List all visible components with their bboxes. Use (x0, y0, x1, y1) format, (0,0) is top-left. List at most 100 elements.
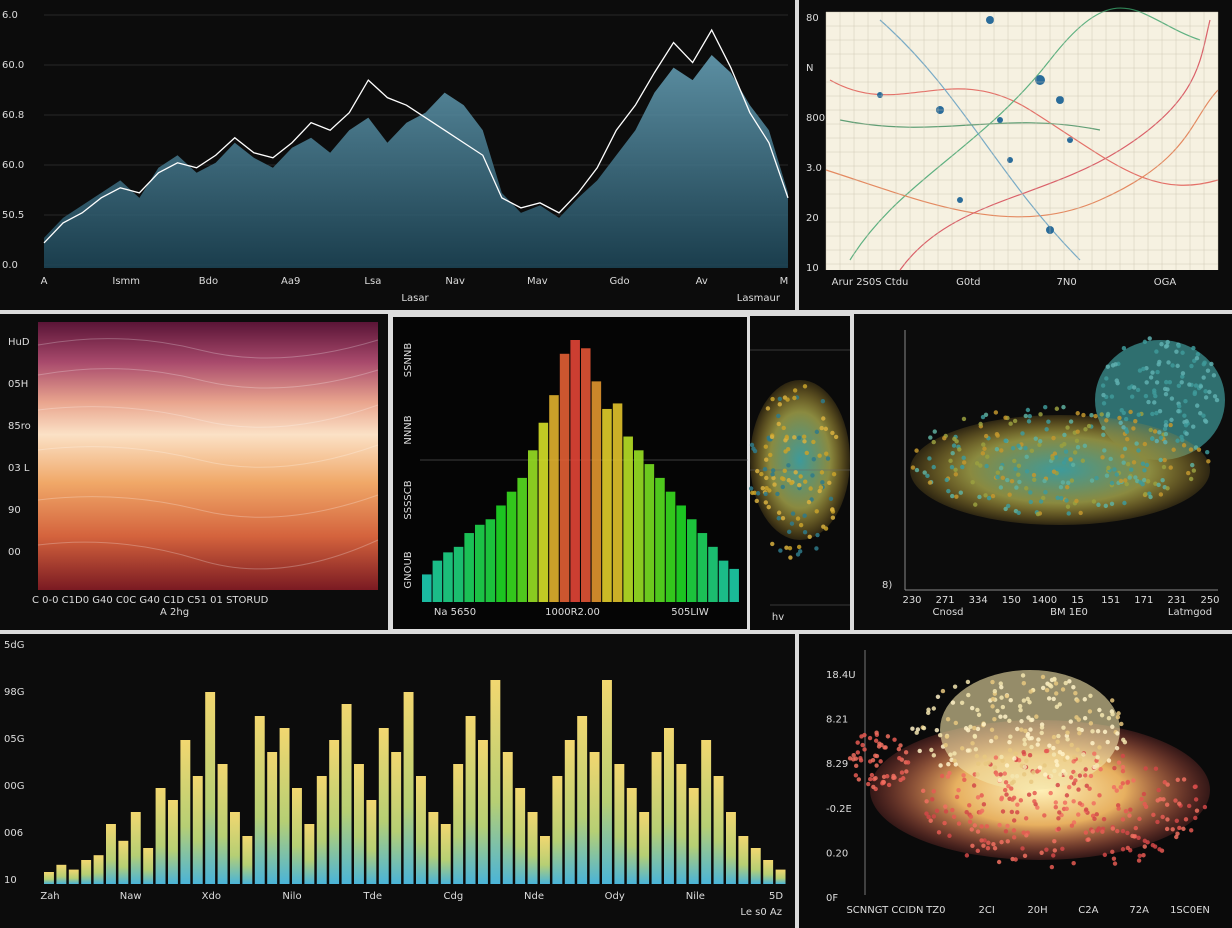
dot (942, 820, 947, 826)
dot (1064, 498, 1069, 503)
x-tick-label: 231 (1167, 595, 1186, 606)
dot (1075, 411, 1080, 416)
dot (1015, 802, 1020, 807)
dot (1164, 802, 1170, 807)
dot (1154, 349, 1159, 354)
dot (1053, 804, 1058, 810)
dot (1009, 478, 1015, 484)
dot (873, 738, 879, 743)
dot (904, 769, 909, 774)
y-tick-label: SSSSCB (403, 480, 414, 519)
dot (1104, 418, 1109, 423)
dot (999, 684, 1004, 690)
dot (990, 493, 996, 499)
dot (1180, 371, 1186, 376)
dot (855, 750, 861, 755)
dot (1024, 758, 1029, 763)
dot (1142, 844, 1147, 849)
dot (818, 485, 824, 490)
dot (1127, 475, 1132, 480)
dot (1118, 420, 1123, 426)
dot (953, 467, 958, 473)
x-tick-label: 2CI (979, 905, 995, 916)
dot (1014, 773, 1020, 779)
dot (1010, 774, 1015, 779)
dot (969, 827, 974, 832)
dot (961, 455, 966, 461)
bar (279, 728, 290, 884)
dot (928, 435, 933, 440)
dot (979, 824, 984, 829)
dot (999, 839, 1004, 845)
dot (1061, 460, 1067, 465)
dot (946, 488, 951, 494)
dot (1094, 475, 1099, 481)
dot (1121, 460, 1126, 465)
dot (807, 534, 812, 539)
dot (1111, 856, 1117, 861)
dot (960, 746, 965, 751)
dot (1145, 479, 1151, 484)
dot (917, 748, 922, 754)
dot (1075, 747, 1080, 752)
dot (1166, 360, 1171, 365)
dot (1186, 470, 1191, 476)
dot (1075, 445, 1081, 450)
dot (1054, 691, 1059, 696)
bar (143, 848, 154, 884)
bar (701, 740, 712, 884)
bar (775, 869, 786, 884)
bar (726, 812, 736, 884)
dot (786, 529, 792, 535)
x-tick-label: Bdo (199, 276, 218, 287)
dot (1068, 457, 1073, 462)
x-axis-title: Le s0 Az (740, 907, 782, 918)
dot (772, 482, 777, 487)
dot (859, 734, 864, 739)
dot (817, 453, 822, 458)
dot (1194, 356, 1200, 361)
dot (856, 777, 862, 782)
dot (798, 474, 803, 479)
dot (922, 470, 927, 475)
dot (858, 755, 863, 761)
dot (1010, 797, 1015, 802)
dot (961, 416, 967, 422)
dot (1105, 739, 1110, 745)
dot (1029, 779, 1034, 785)
y-tick-label: 50.5 (2, 210, 24, 221)
dot (1028, 689, 1033, 694)
dot (944, 477, 949, 483)
dot (810, 473, 815, 478)
dot (1091, 499, 1097, 504)
dot (1028, 499, 1033, 505)
dot (979, 793, 984, 798)
dot (1144, 462, 1150, 468)
dot (1124, 429, 1130, 434)
dot (783, 438, 788, 443)
bar (341, 704, 352, 884)
dot (1142, 468, 1147, 473)
dot (1044, 687, 1050, 693)
dot (1043, 490, 1048, 495)
dot (867, 735, 873, 741)
dot (1207, 389, 1212, 395)
bar (655, 477, 665, 602)
dot (925, 473, 930, 479)
dot (1198, 411, 1203, 416)
dot (797, 549, 803, 554)
bar (465, 716, 476, 884)
dot (793, 470, 798, 475)
dot (868, 776, 873, 782)
dot (926, 710, 931, 716)
dot (1060, 751, 1065, 757)
y-tick-label: 006 (4, 828, 23, 839)
y-tick-label: 0F (826, 893, 838, 904)
dot (1076, 787, 1081, 792)
dot (973, 747, 979, 752)
dot (1018, 798, 1024, 803)
dot (920, 788, 926, 794)
dot (823, 426, 829, 432)
dot (1025, 407, 1031, 413)
x-tick-label: Gdo (609, 276, 629, 287)
